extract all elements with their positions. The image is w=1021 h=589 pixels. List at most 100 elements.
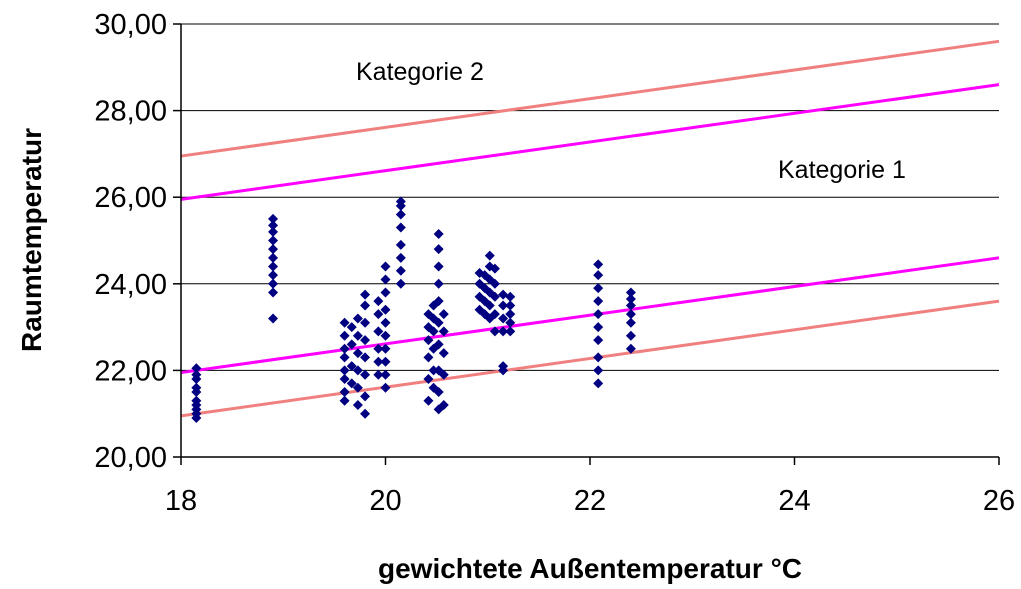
x-tick-label-2: 22 <box>574 485 606 517</box>
x-tick-label-0: 18 <box>165 485 197 517</box>
data-point-38 <box>352 313 363 324</box>
data-point-137 <box>593 259 604 270</box>
data-point-41 <box>360 369 371 380</box>
data-point-66 <box>395 239 406 250</box>
axes <box>180 24 999 458</box>
category-line-lower-kat1 <box>180 256 1000 375</box>
data-point-14 <box>268 261 279 272</box>
data-point-89 <box>433 278 444 289</box>
data-point-56 <box>380 343 391 354</box>
data-point-143 <box>625 293 636 304</box>
data-point-57 <box>380 330 391 341</box>
data-point-64 <box>395 265 406 276</box>
data-point-130 <box>593 352 604 363</box>
data-point-65 <box>395 252 406 263</box>
data-point-47 <box>373 369 384 380</box>
data-point-119 <box>498 326 509 337</box>
data-point-125 <box>505 309 516 320</box>
category-line-lower-kat2 <box>180 299 1000 418</box>
data-point-141 <box>625 309 636 320</box>
data-point-45 <box>360 300 371 311</box>
data-point-133 <box>593 309 604 320</box>
data-point-44 <box>360 317 371 328</box>
data-point-30 <box>346 361 357 372</box>
data-point-54 <box>380 369 391 380</box>
data-point-111 <box>484 250 495 261</box>
data-point-18 <box>268 226 279 237</box>
data-point-19 <box>268 220 279 231</box>
data-point-33 <box>352 400 363 411</box>
data-point-8 <box>191 369 202 380</box>
data-point-114 <box>489 291 500 302</box>
data-point-67 <box>395 222 406 233</box>
data-point-113 <box>489 309 500 320</box>
data-point-55 <box>380 356 391 367</box>
data-point-31 <box>346 339 357 350</box>
data-point-129 <box>593 365 604 376</box>
data-point-72 <box>423 374 434 385</box>
data-point-116 <box>489 263 500 274</box>
data-point-120 <box>498 313 509 324</box>
data-point-115 <box>489 278 500 289</box>
data-point-58 <box>380 317 391 328</box>
data-point-128 <box>593 378 604 389</box>
data-point-70 <box>395 196 406 207</box>
data-point-20 <box>268 213 279 224</box>
data-point-16 <box>268 244 279 255</box>
data-point-96 <box>438 326 449 337</box>
comfort-category-lines <box>180 39 1000 418</box>
data-point-123 <box>505 326 516 337</box>
category-line-upper-kat2 <box>180 39 1000 158</box>
data-point-74 <box>423 335 434 346</box>
data-point-86 <box>433 339 444 350</box>
data-point-34 <box>352 382 363 393</box>
data-point-21 <box>339 395 350 406</box>
data-point-28 <box>339 317 350 328</box>
data-point-92 <box>433 229 444 240</box>
x-axis-title: gewichtete Außentemperatur °C <box>378 553 802 584</box>
data-point-10 <box>268 313 279 324</box>
data-point-88 <box>433 296 444 307</box>
data-point-27 <box>339 330 350 341</box>
y-tick-label-4: 28,00 <box>94 96 167 128</box>
data-point-32 <box>346 322 357 333</box>
data-point-91 <box>433 244 444 255</box>
data-point-50 <box>373 326 384 337</box>
tick-labels: 20,00 22,00 24,00 26,00 28,00 30,00 18 20 22 24 26 <box>94 9 1015 517</box>
data-point-118 <box>498 361 509 372</box>
data-point-132 <box>593 322 604 333</box>
data-point-71 <box>423 395 434 406</box>
data-point-136 <box>593 270 604 281</box>
data-point-93 <box>438 400 449 411</box>
data-point-80 <box>428 326 439 337</box>
data-point-17 <box>268 235 279 246</box>
data-point-12 <box>268 278 279 289</box>
y-tick-label-2: 24,00 <box>94 269 167 301</box>
data-point-22 <box>339 387 350 398</box>
y-tick-label-5: 30,00 <box>94 9 167 41</box>
data-point-135 <box>593 283 604 294</box>
data-point-78 <box>428 365 439 376</box>
data-point-36 <box>352 348 363 359</box>
data-point-60 <box>380 287 391 298</box>
data-point-138 <box>625 343 636 354</box>
data-point-26 <box>339 343 350 354</box>
category-line-upper-kat1 <box>180 83 1000 201</box>
data-point-124 <box>505 317 516 328</box>
data-point-59 <box>380 304 391 315</box>
data-point-52 <box>373 296 384 307</box>
data-point-121 <box>498 300 509 311</box>
data-point-24 <box>339 365 350 376</box>
data-point-62 <box>380 261 391 272</box>
annotation-kategorie-1: Kategorie 1 <box>778 156 906 184</box>
data-point-35 <box>352 365 363 376</box>
data-point-15 <box>268 252 279 263</box>
data-point-61 <box>380 274 391 285</box>
data-point-139 <box>625 330 636 341</box>
data-point-40 <box>360 391 371 402</box>
data-point-112 <box>489 326 500 337</box>
data-point-84 <box>433 387 444 398</box>
data-point-73 <box>423 352 434 363</box>
data-point-97 <box>438 309 449 320</box>
